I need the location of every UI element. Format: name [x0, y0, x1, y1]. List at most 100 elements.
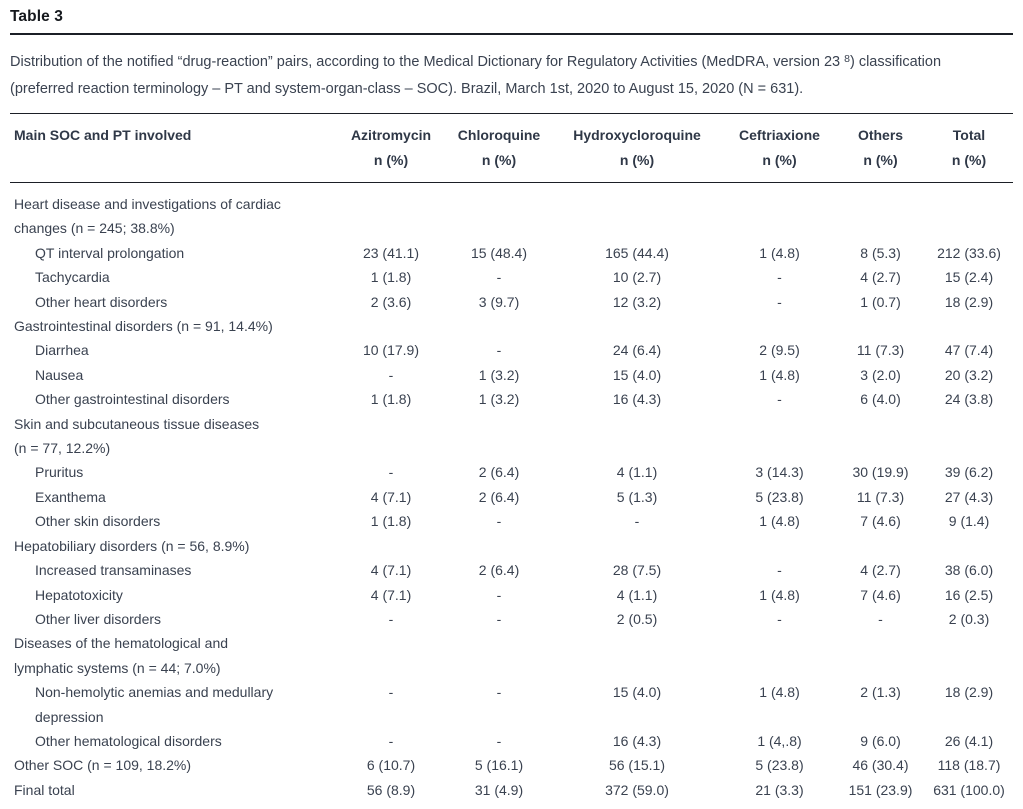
cell-chloroquine: 15 (48.4): [470, 244, 528, 261]
cell-total: 27 (4.3): [944, 488, 994, 505]
cell-others: 6 (4.0): [860, 391, 901, 408]
cell-chloroquine: -: [496, 684, 502, 701]
cell-azitromycin: -: [388, 464, 394, 481]
cell-azitromycin: 56 (8.9): [366, 781, 416, 798]
cell-azitromycin: 2 (3.6): [370, 293, 412, 310]
cell-ceftriaxione: [723, 534, 836, 558]
row-label: Hepatotoxicity: [35, 586, 123, 603]
heading-rule: [10, 33, 1013, 35]
column-header-soc-pt: Main SOC and PT involved: [10, 114, 335, 183]
cell-hydroxycloroquine: 5 (1.3): [616, 488, 658, 505]
cell-chloroquine: [447, 314, 551, 338]
cell-ceftriaxione: 2 (9.5): [759, 342, 800, 359]
cell-hydroxycloroquine: 24 (6.4): [612, 342, 662, 359]
cell-ceftriaxione: -: [777, 562, 782, 579]
column-label: Total: [952, 127, 986, 143]
table-row: Other SOC (n = 109, 18.2%) 6 (10.7) 5 (1…: [10, 753, 1013, 777]
row-label: Exanthema: [35, 488, 106, 505]
cell-others: 2 (1.3): [860, 684, 901, 701]
cell-total: [925, 631, 1013, 680]
cell-others: 46 (30.4): [852, 757, 909, 774]
cell-total: 24 (3.8): [944, 391, 994, 408]
cell-others: 30 (19.9): [852, 464, 909, 481]
cell-ceftriaxione: [723, 412, 836, 461]
table-row: Pruritus - 2 (6.4) 4 (1.1) 3 (14.3) 30 (…: [10, 460, 1013, 484]
cell-others: 4 (2.7): [860, 562, 901, 579]
row-label: QT interval prolongation: [35, 244, 185, 261]
cell-hydroxycloroquine: [551, 314, 723, 338]
column-label: Ceftriaxione: [739, 127, 820, 143]
cell-others: 11 (7.3): [856, 342, 905, 359]
table-row: Diseases of the hematological and lympha…: [10, 631, 1013, 680]
cell-chloroquine: -: [496, 513, 502, 530]
row-label: Other skin disorders: [35, 513, 161, 530]
row-label: Other liver disorders: [35, 610, 162, 627]
cell-others: 11 (7.3): [856, 488, 905, 505]
caption-text: ) classification: [849, 54, 942, 70]
cell-ceftriaxione: -: [777, 293, 782, 310]
cell-total: [925, 314, 1013, 338]
cell-hydroxycloroquine: [551, 183, 723, 241]
cell-others: 3 (2.0): [860, 366, 901, 383]
cell-hydroxycloroquine: 372 (59.0): [605, 781, 669, 798]
cell-chloroquine: 2 (6.4): [478, 488, 520, 505]
cell-others: 4 (2.7): [860, 269, 901, 286]
cell-ceftriaxione: 1 (4.8): [759, 684, 800, 701]
row-label: Increased transaminases: [35, 562, 192, 579]
table-row: Other skin disorders 1 (1.8) - - 1 (4.8)…: [10, 509, 1013, 533]
cell-chloroquine: 5 (16.1): [474, 757, 524, 774]
cell-chloroquine: 31 (4.9): [474, 781, 524, 798]
caption-text: Distribution of the notified “drug-react…: [10, 54, 845, 70]
cell-total: [925, 412, 1013, 461]
cell-others: [836, 412, 925, 461]
column-header-others: Others n (%): [836, 114, 925, 183]
table-row: Other heart disorders 2 (3.6) 3 (9.7) 12…: [10, 290, 1013, 314]
column-header-azitromycin: Azitromycin n (%): [335, 114, 447, 183]
cell-azitromycin: 1 (1.8): [370, 513, 412, 530]
cell-others: [836, 183, 925, 241]
cell-hydroxycloroquine: 4 (1.1): [616, 586, 658, 603]
column-sublabel: n (%): [481, 152, 517, 168]
cell-others: 7 (4.6): [860, 513, 901, 530]
cell-ceftriaxione: [723, 314, 836, 338]
cell-total: 18 (2.9): [944, 293, 994, 310]
cell-azitromycin: [335, 631, 447, 680]
cell-chloroquine: -: [496, 732, 502, 749]
column-header-hydroxycloroquine: Hydroxycloroquine n (%): [551, 114, 723, 183]
cell-chloroquine: -: [496, 269, 502, 286]
reference-superscript: 8: [844, 53, 850, 65]
cell-chloroquine: 1 (3.2): [478, 366, 520, 383]
cell-azitromycin: 1 (1.8): [370, 391, 412, 408]
cell-others: [836, 534, 925, 558]
caption-line-2: (preferred reaction terminology – PT and…: [10, 81, 804, 97]
cell-chloroquine: [447, 412, 551, 461]
cell-hydroxycloroquine: 16 (4.3): [612, 732, 662, 749]
row-label: Pruritus: [35, 464, 84, 481]
cell-azitromycin: -: [388, 366, 394, 383]
cell-ceftriaxione: 5 (23.8): [755, 757, 804, 774]
cell-total: 47 (7.4): [944, 342, 994, 359]
column-sublabel: n (%): [951, 152, 987, 168]
cell-ceftriaxione: 1 (4.8): [759, 244, 800, 261]
row-label: Diarrhea: [35, 342, 89, 359]
cell-hydroxycloroquine: 10 (2.7): [612, 269, 662, 286]
cell-hydroxycloroquine: 15 (4.0): [612, 366, 662, 383]
table-row: Exanthema 4 (7.1) 2 (6.4) 5 (1.3) 5 (23.…: [10, 485, 1013, 509]
cell-chloroquine: 2 (6.4): [478, 562, 520, 579]
cell-total: 15 (2.4): [944, 269, 994, 286]
table-row: Skin and subcutaneous tissue diseases (n…: [10, 412, 1013, 461]
cell-azitromycin: -: [388, 610, 394, 627]
cell-total: 38 (6.0): [944, 562, 994, 579]
column-sublabel: n (%): [863, 152, 898, 168]
cell-others: 9 (6.0): [860, 732, 901, 749]
cell-hydroxycloroquine: -: [634, 513, 640, 530]
row-label: Other SOC (n = 109, 18.2%): [14, 757, 192, 774]
cell-total: 18 (2.9): [944, 684, 994, 701]
cell-azitromycin: 4 (7.1): [370, 488, 412, 505]
table-row: Tachycardia 1 (1.8) - 10 (2.7) - 4 (2.7)…: [10, 265, 1013, 289]
cell-azitromycin: [335, 534, 447, 558]
cell-total: [925, 534, 1013, 558]
cell-chloroquine: -: [496, 610, 502, 627]
cell-total: 26 (4.1): [944, 732, 994, 749]
cell-azitromycin: [335, 412, 447, 461]
